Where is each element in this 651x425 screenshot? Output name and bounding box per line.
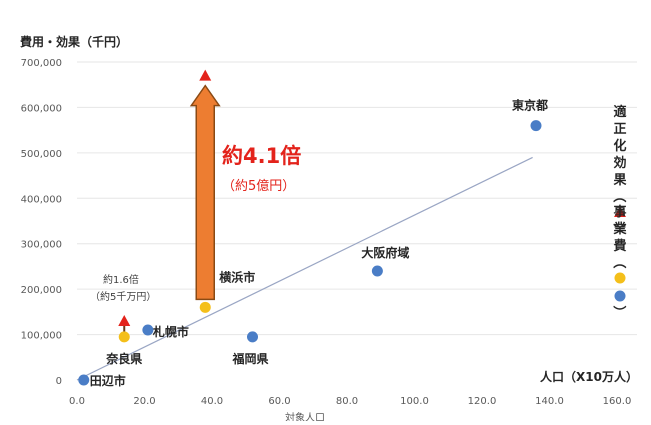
data-point-label: 奈良県 [105, 351, 142, 366]
cost-point [199, 301, 211, 313]
trend-line [76, 156, 533, 381]
y-tick-label: 100,000 [21, 331, 62, 342]
y-tick-label: 700,000 [21, 58, 62, 69]
data-point [247, 331, 258, 343]
x-axis-title-bottom: 対象人口 [285, 411, 325, 421]
data-point-label: 横浜市 [219, 269, 255, 284]
data-point [530, 120, 542, 132]
x-tick-label: 40.0 [201, 396, 223, 407]
legend-dot [614, 290, 626, 302]
x-axis-title-right: 人口（X10万人） [540, 369, 638, 384]
legend-char: ） [611, 305, 627, 318]
data-point-label: 大阪府域 [361, 245, 409, 260]
legend-char: 事 [613, 204, 626, 220]
data-point-label: 札幌市 [152, 324, 189, 339]
legend-char: 業 [612, 221, 627, 237]
data-point-label: 田辺市 [90, 373, 126, 388]
data-point [142, 324, 154, 336]
x-tick-label: 80.0 [336, 396, 358, 407]
increase-arrow [189, 84, 221, 301]
legend-char: 正 [613, 122, 626, 137]
x-tick-label: 20.0 [133, 396, 155, 407]
amount-annotation-large: （約5億円） [222, 178, 295, 194]
legend-char: 果 [612, 173, 626, 188]
y-tick-label: 200,000 [21, 285, 62, 296]
y-tick-label: 600,000 [21, 103, 62, 114]
y-tick-label: 400,000 [21, 194, 62, 205]
x-tick-label: 0.0 [69, 396, 85, 407]
y-tick-label: 0 [56, 376, 62, 387]
x-tick-label: 140.0 [535, 396, 564, 407]
ratio-annotation-small: 約1.6倍 [103, 273, 139, 286]
x-tick-label: 60.0 [268, 396, 290, 407]
data-point-label: 福岡県 [232, 351, 269, 366]
legend-char: 費 [613, 238, 626, 254]
data-point [371, 265, 383, 277]
ratio-annotation-large: 約4.1倍 [222, 144, 301, 168]
y-tick-label: 500,000 [21, 149, 62, 160]
legend-dot [614, 272, 626, 284]
legend-char: ） [611, 223, 627, 236]
legend-triangle [614, 207, 626, 217]
legend-cost: 事業費（ ） [611, 204, 627, 319]
legend-char: 化 [613, 138, 626, 154]
x-tick-label: 160.0 [603, 396, 632, 407]
data-point-label: 東京都 [512, 98, 548, 113]
y-axis-title: 費用・効果（千円） [20, 34, 128, 49]
cost-point [118, 331, 130, 343]
legend-char: 適 [613, 104, 626, 120]
legend-char: （ [611, 255, 627, 268]
x-tick-label: 120.0 [468, 396, 497, 407]
data-point [78, 374, 90, 386]
legend-char: （ [611, 189, 627, 202]
legend-char: 効 [613, 155, 626, 171]
x-tick-label: 100.0 [400, 396, 429, 407]
effect-triangle [199, 69, 212, 81]
amount-annotation-small: （約5千万円） [90, 290, 156, 303]
y-tick-label: 300,000 [21, 240, 62, 251]
effect-triangle [118, 314, 131, 326]
